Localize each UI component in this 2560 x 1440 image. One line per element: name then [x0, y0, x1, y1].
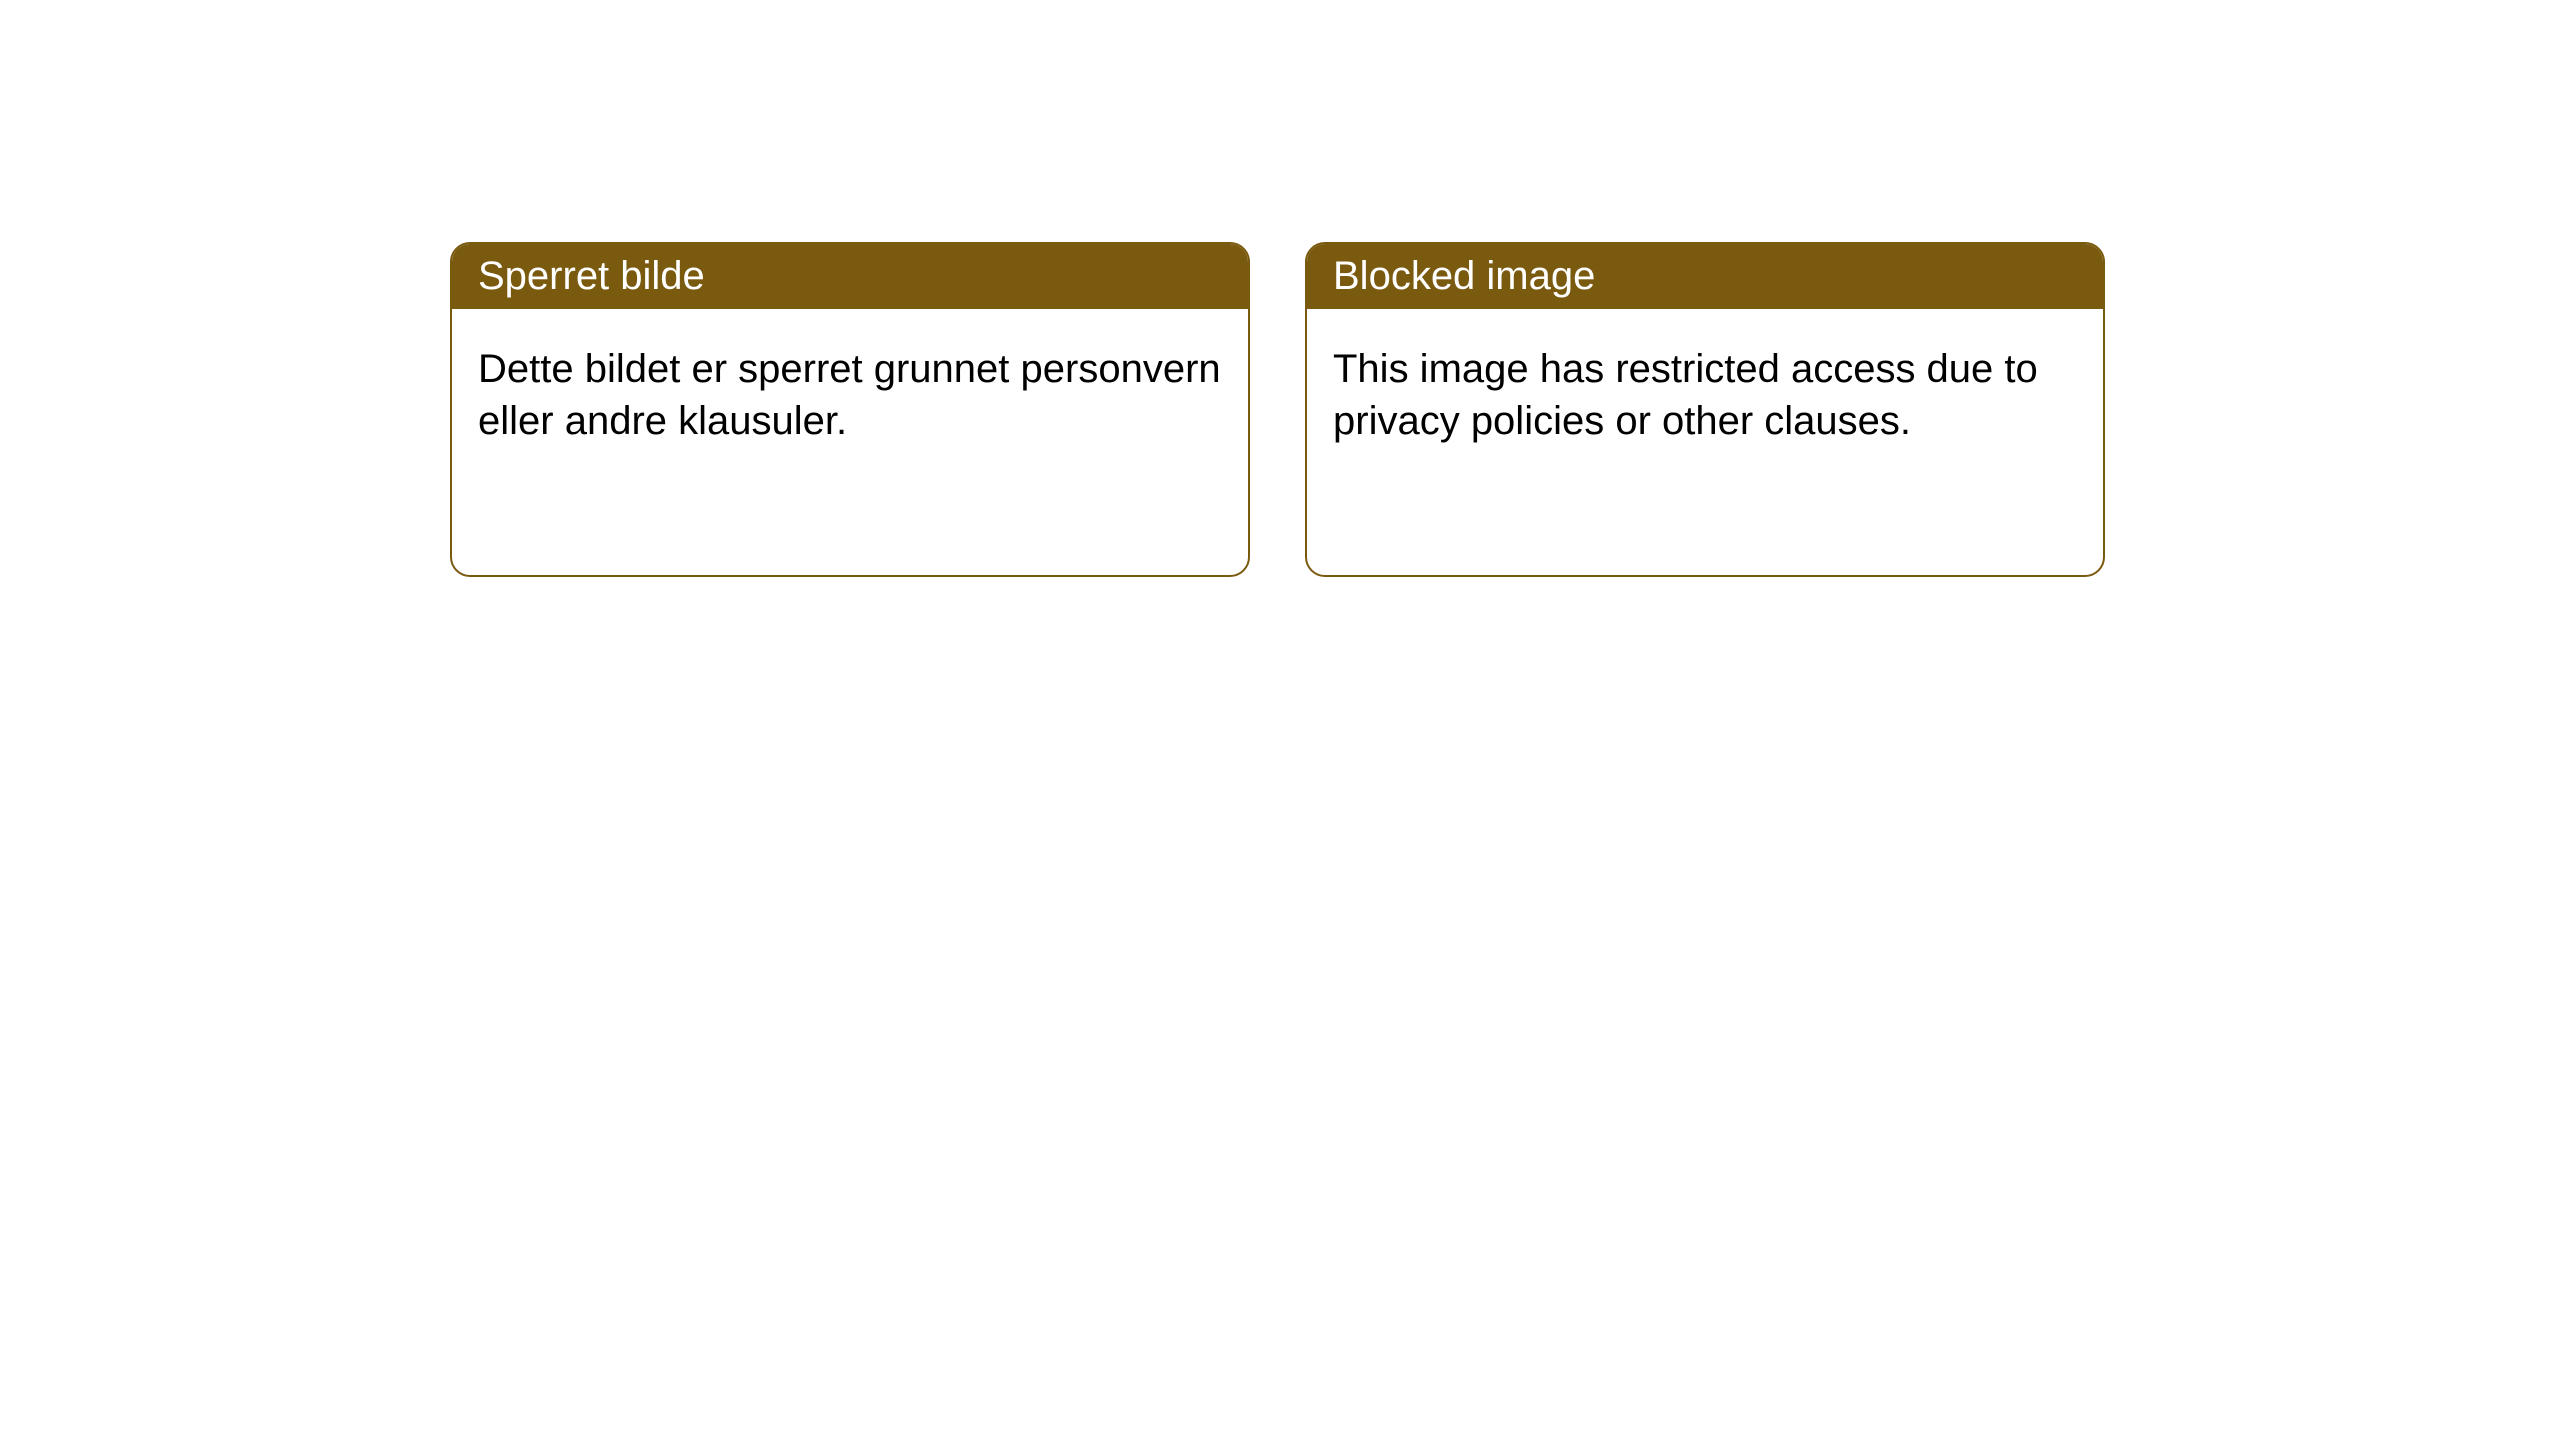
card-header: Blocked image [1307, 244, 2103, 309]
card-body: This image has restricted access due to … [1307, 309, 2103, 481]
card-body-text: Dette bildet er sperret grunnet personve… [478, 347, 1221, 443]
card-title: Sperret bilde [478, 254, 705, 298]
card-body-text: This image has restricted access due to … [1333, 347, 2038, 443]
card-title: Blocked image [1333, 254, 1595, 298]
card-header: Sperret bilde [452, 244, 1248, 309]
notice-cards-container: Sperret bilde Dette bildet er sperret gr… [450, 242, 2105, 577]
notice-card-norwegian: Sperret bilde Dette bildet er sperret gr… [450, 242, 1250, 577]
notice-card-english: Blocked image This image has restricted … [1305, 242, 2105, 577]
card-body: Dette bildet er sperret grunnet personve… [452, 309, 1248, 481]
